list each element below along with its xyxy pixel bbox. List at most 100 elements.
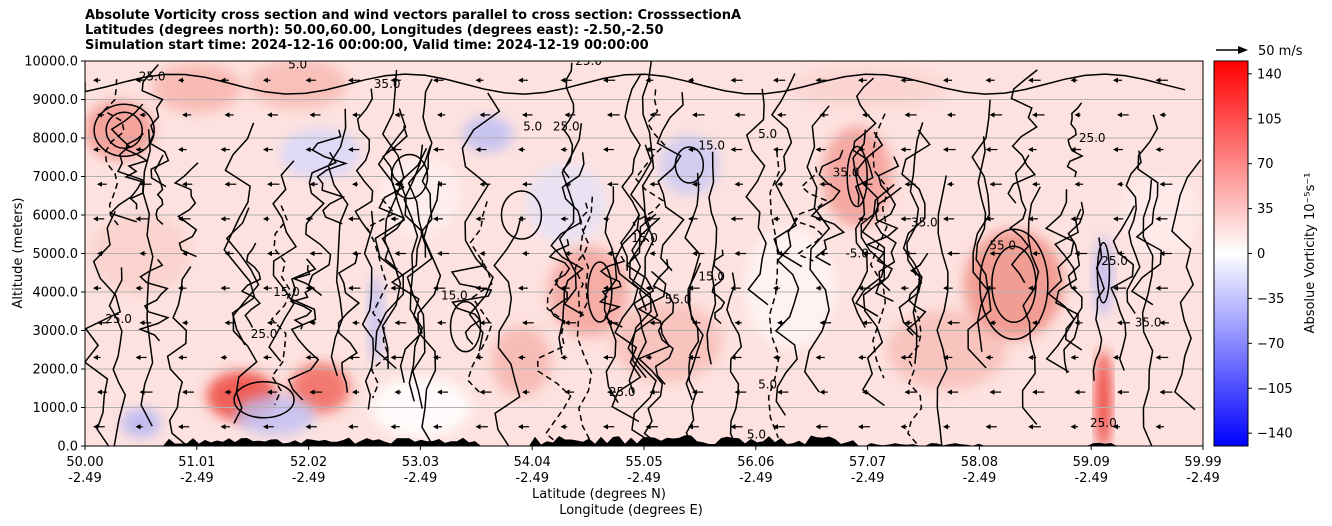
wind-vector-head	[645, 146, 651, 153]
wind-vector-head	[943, 285, 948, 291]
contour-line	[792, 166, 828, 262]
wind-vector-head	[560, 285, 566, 291]
wind-vector-head	[649, 250, 655, 257]
wind-vector-head	[437, 389, 442, 395]
wind-vector-head	[390, 285, 396, 291]
wind-vector-head	[1070, 216, 1076, 222]
wind-vector-head	[815, 77, 821, 83]
contour-loop	[587, 261, 613, 323]
vorticity-patch	[120, 407, 161, 438]
contour-label: 15.0	[631, 231, 658, 245]
contour-line	[354, 88, 374, 233]
wind-vector-head	[734, 112, 740, 118]
wind-vector-head	[135, 146, 141, 153]
contour-line	[851, 129, 869, 328]
wind-vector-head	[947, 250, 952, 257]
wind-vector-head	[394, 112, 400, 118]
wind-vector-head	[135, 354, 141, 361]
contour-line	[767, 151, 780, 439]
wind-vector-head	[178, 354, 183, 361]
wind-vector-head	[97, 181, 102, 187]
colorbar: 140 105 70 35 0 −35 −70 −105 −140 Absolue Vortic…	[1213, 60, 1318, 447]
wind-vector-head	[730, 77, 736, 83]
contour-label: 25.0	[553, 119, 580, 133]
wind-vector-head	[182, 250, 187, 257]
wind-vector-head	[224, 250, 230, 257]
wind-vector-head	[437, 112, 442, 118]
wind-vector-head	[900, 424, 906, 430]
wind-vector-head	[263, 354, 268, 361]
title-line-2: Latitudes (degrees north): 50.00,60.00, …	[85, 23, 664, 38]
contour-line	[574, 202, 590, 318]
wind-vector-head	[348, 77, 353, 83]
contour-line	[240, 242, 262, 328]
wind-vector-head	[475, 77, 481, 83]
wind-vector-head	[858, 146, 863, 153]
wind-vector-head	[437, 250, 442, 257]
contour-label: 5.0	[758, 127, 777, 141]
wind-vector-head	[267, 389, 272, 395]
y-tick-label: 1000.0	[33, 401, 79, 416]
contour-line	[1054, 208, 1082, 374]
contour-loop	[674, 146, 705, 184]
contour-line	[854, 131, 886, 317]
wind-vector-head	[93, 285, 98, 291]
vorticity-patch	[788, 67, 949, 108]
contour-loop	[105, 111, 143, 150]
contour-line	[1066, 102, 1084, 178]
wind-vector-head	[985, 216, 991, 222]
wind-vector-head	[858, 216, 863, 222]
wind-vector-head	[858, 285, 863, 291]
x-tick-label-latitude: 59.09	[1073, 455, 1110, 470]
wind-vector-head	[305, 285, 311, 291]
contour-line	[1125, 150, 1142, 314]
y-axis: 0.0 1000.0 2000.0 3000.0 4000.0 5000.0 6000.0 7…	[24, 55, 85, 455]
x-axis: 50.00-2.4951.01-2.4952.02-2.4953.03-2.49…	[66, 446, 1222, 486]
contour-line	[140, 129, 154, 427]
wind-vector-head	[1070, 424, 1076, 430]
vorticity-patch	[151, 62, 242, 113]
x-tick-label-latitude: 57.07	[849, 455, 886, 470]
wind-vector-head	[1159, 112, 1165, 118]
wind-vector-head	[688, 77, 693, 83]
y-tick-label: 5000.0	[33, 247, 79, 262]
wind-vector-head	[263, 424, 268, 430]
wind-vector-head	[773, 216, 778, 222]
wind-vector-head	[564, 320, 570, 326]
wind-vector-head	[518, 216, 523, 222]
contour-line	[381, 69, 405, 370]
wind-vector-head	[688, 146, 693, 153]
contour-line	[576, 196, 594, 444]
wind-vector-head	[1117, 389, 1122, 395]
wind-vector-head	[815, 285, 821, 291]
wind-vector-head	[815, 424, 821, 430]
contour-label: 5.0	[758, 377, 777, 391]
contour-line	[562, 62, 575, 179]
wind-vector-head	[352, 112, 357, 118]
vorticity-patch	[1093, 236, 1114, 317]
wind-vector-head	[220, 354, 226, 361]
contour-line	[466, 201, 493, 395]
wind-vector-head	[564, 389, 570, 395]
wind-vector-head	[352, 250, 357, 257]
x-tick-label-latitude: 58.08	[961, 455, 998, 470]
wind-vector-head	[904, 250, 910, 257]
contour-line	[774, 217, 800, 416]
contour-line	[287, 258, 320, 401]
wind-vector-head	[649, 320, 655, 326]
wind-vector-head	[437, 320, 442, 326]
terrain-fill	[85, 435, 1203, 446]
contour-label: 25.0	[609, 385, 636, 399]
contour-line	[1171, 159, 1202, 411]
wind-vector-head	[985, 146, 991, 153]
wind-vector-head	[989, 389, 995, 395]
wind-vector-head	[777, 250, 782, 257]
wind-vector-head	[819, 250, 825, 257]
x-tick-label-longitude: -2.49	[68, 471, 102, 486]
wind-vector-head	[475, 216, 481, 222]
contour-label: 25.0	[1090, 416, 1117, 430]
contour-line	[390, 147, 428, 383]
wind-vector-head	[900, 146, 906, 153]
colorbar-tick-label: −35	[1257, 292, 1284, 307]
